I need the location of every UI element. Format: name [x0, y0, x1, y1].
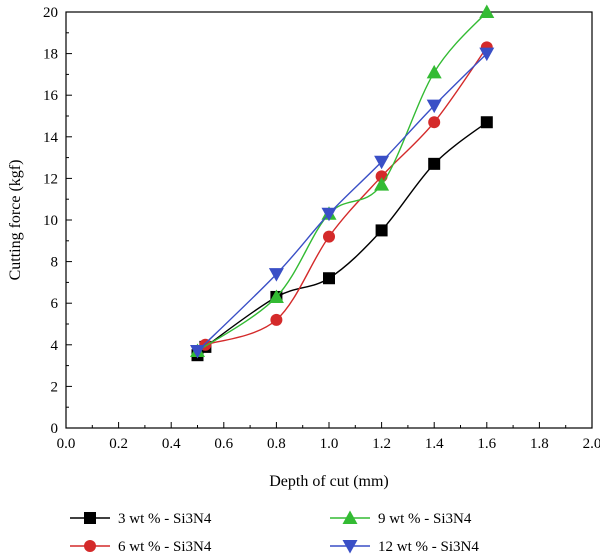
series-4 [190, 47, 495, 359]
series-line [197, 11, 488, 352]
legend-marker [84, 540, 96, 552]
data-point [268, 268, 284, 282]
data-point [270, 313, 283, 326]
x-tick-label: 0.2 [109, 436, 128, 452]
legend: 3 wt % - Si3N4 6 wt % - Si3N4 9 wt % - Si3… [70, 510, 479, 555]
data-point [321, 207, 337, 222]
data-point [479, 4, 495, 18]
data-point [479, 47, 495, 62]
x-tick-label: 1.8 [530, 436, 549, 452]
data-point [268, 289, 284, 303]
data-point [374, 177, 390, 191]
data-point [480, 116, 493, 129]
y-tick-label: 8 [51, 255, 59, 271]
legend-label: 9 wt % - Si3N4 [378, 511, 472, 527]
legend-label: 6 wt % - Si3N4 [118, 539, 212, 555]
y-tick-label: 16 [43, 88, 59, 104]
data-point [374, 155, 390, 170]
x-tick-label: 1.4 [425, 436, 444, 452]
legend-marker [84, 512, 96, 524]
y-tick-label: 10 [43, 213, 58, 229]
x-tick-label: 1.2 [372, 436, 391, 452]
series-line [196, 121, 488, 356]
y-tick-label: 12 [43, 171, 58, 187]
data-point [323, 230, 335, 243]
y-tick-label: 0 [51, 421, 59, 437]
data-point [375, 224, 388, 237]
series-layer [190, 4, 495, 362]
x-axis-title: Depth of cut (mm) [269, 473, 389, 490]
x-axis: 0.0 0.2 0.4 0.6 0.8 1.0 1.2 1.4 1.6 1.8 2.0 [57, 422, 600, 452]
legend-marker [342, 540, 358, 554]
legend-item: 12 wt % - Si3N4 [330, 539, 479, 555]
x-tick-label: 0.0 [57, 436, 76, 452]
x-tick-label: 1.0 [320, 436, 339, 452]
data-point [323, 272, 335, 285]
data-point [426, 99, 442, 114]
legend-item: 3 wt % - Si3N4 [70, 511, 212, 527]
x-tick-label: 0.8 [267, 436, 286, 452]
y-tick-label: 6 [51, 296, 59, 312]
x-tick-label: 0.6 [214, 436, 233, 452]
data-point [190, 345, 205, 359]
series-1 [191, 116, 493, 362]
y-tick-label: 4 [51, 338, 59, 354]
y-tick-label: 18 [43, 47, 58, 63]
x-tick-label: 2.0 [583, 436, 600, 452]
y-axis-title: Cutting force (kgf) [7, 160, 24, 281]
y-tick-label: 2 [51, 379, 59, 395]
data-point [428, 116, 441, 129]
legend-marker [342, 510, 358, 524]
x-tick-label: 0.4 [162, 436, 181, 452]
data-point [428, 157, 441, 170]
legend-item: 6 wt % - Si3N4 [70, 539, 212, 555]
y-tick-label: 20 [43, 5, 58, 21]
series-line [197, 53, 488, 352]
legend-label: 12 wt % - Si3N4 [378, 539, 479, 555]
y-axis: 0 2 4 6 8 10 12 14 16 18 20 [43, 5, 72, 437]
series-3 [190, 4, 495, 358]
legend-label: 3 wt % - Si3N4 [118, 511, 212, 527]
data-point [426, 64, 442, 79]
x-tick-label: 1.6 [477, 436, 496, 452]
y-tick-label: 14 [43, 130, 59, 146]
legend-item: 9 wt % - Si3N4 [330, 510, 472, 527]
